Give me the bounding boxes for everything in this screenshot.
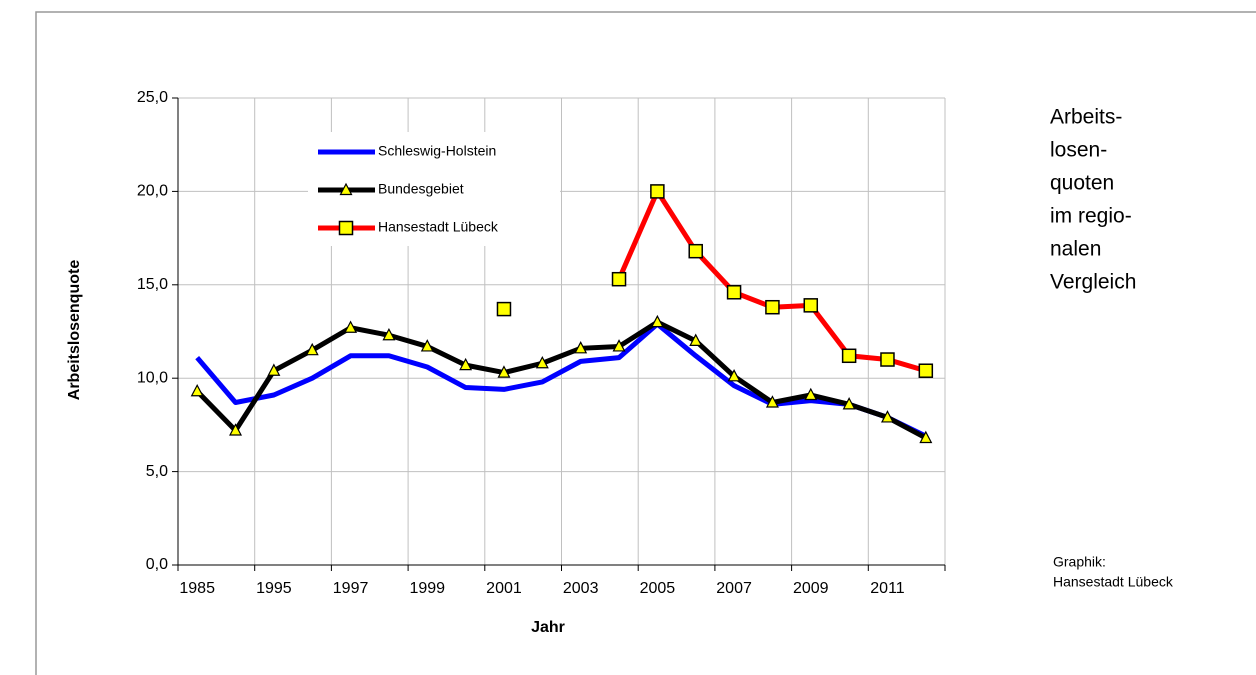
data-point bbox=[497, 365, 511, 378]
credit: Hansestadt Lübeck bbox=[1053, 574, 1174, 590]
x-tick-label: 2009 bbox=[793, 580, 829, 597]
y-tick-label: 25,0 bbox=[137, 89, 168, 106]
data-point bbox=[382, 327, 396, 341]
series-line bbox=[195, 319, 928, 441]
x-tick-label: 1997 bbox=[333, 580, 369, 597]
x-tick-label: 2011 bbox=[870, 580, 905, 597]
data-point bbox=[459, 357, 473, 371]
data-point bbox=[880, 410, 894, 423]
x-tick-label: 2003 bbox=[563, 580, 599, 597]
x-tick-label: 2001 bbox=[486, 580, 522, 597]
legend-marker bbox=[338, 220, 354, 236]
side-title: nalen bbox=[1050, 238, 1101, 261]
data-point bbox=[842, 397, 856, 410]
data-point bbox=[344, 320, 358, 333]
series-line bbox=[195, 321, 927, 439]
data-point bbox=[765, 299, 780, 315]
side-title: im regio- bbox=[1050, 205, 1132, 228]
x-axis-title: Jahr bbox=[531, 619, 565, 636]
data-point bbox=[918, 363, 934, 378]
side-title: quoten bbox=[1050, 172, 1114, 195]
data-point bbox=[305, 342, 319, 356]
y-axis-title: Arbeitslosenquote bbox=[66, 260, 83, 401]
data-point bbox=[535, 355, 549, 369]
y-tick-label: 5,0 bbox=[146, 463, 168, 480]
legend-label: Schleswig-Holstein bbox=[378, 143, 496, 159]
data-point bbox=[765, 395, 779, 408]
data-point bbox=[727, 369, 741, 382]
legend-label: Hansestadt Lübeck bbox=[378, 219, 499, 235]
data-point bbox=[190, 383, 204, 397]
data-point bbox=[650, 314, 664, 328]
side-title: losen- bbox=[1050, 139, 1107, 162]
data-point bbox=[496, 301, 512, 317]
x-tick-label: 1995 bbox=[256, 580, 292, 597]
data-point bbox=[688, 243, 703, 259]
data-point bbox=[841, 348, 857, 364]
data-point bbox=[229, 423, 243, 436]
data-point bbox=[612, 339, 626, 352]
data-point bbox=[689, 333, 703, 346]
credit: Graphik: bbox=[1053, 554, 1106, 570]
side-title: Arbeits- bbox=[1050, 106, 1122, 129]
data-point bbox=[803, 298, 819, 313]
frame bbox=[35, 11, 1256, 675]
data-point bbox=[726, 285, 742, 300]
y-tick-label: 15,0 bbox=[137, 276, 168, 293]
x-tick-label: 1985 bbox=[179, 580, 215, 597]
data-point bbox=[267, 363, 281, 376]
data-point bbox=[574, 341, 588, 354]
data-point bbox=[420, 339, 434, 352]
series-line bbox=[616, 188, 927, 374]
data-point bbox=[650, 184, 665, 199]
side-title: Vergleich bbox=[1050, 271, 1136, 294]
x-tick-label: 2005 bbox=[640, 580, 676, 597]
data-point bbox=[611, 271, 627, 287]
legend-label: Bundesgebiet bbox=[378, 181, 464, 197]
y-tick-label: 20,0 bbox=[137, 183, 168, 200]
legend-marker bbox=[339, 182, 353, 196]
x-tick-label: 2007 bbox=[716, 580, 752, 597]
x-tick-label: 1999 bbox=[409, 580, 445, 597]
data-point bbox=[804, 387, 818, 401]
y-tick-label: 10,0 bbox=[137, 369, 168, 386]
y-tick-label: 0,0 bbox=[146, 556, 168, 573]
data-point bbox=[880, 352, 895, 367]
data-point bbox=[919, 430, 933, 444]
